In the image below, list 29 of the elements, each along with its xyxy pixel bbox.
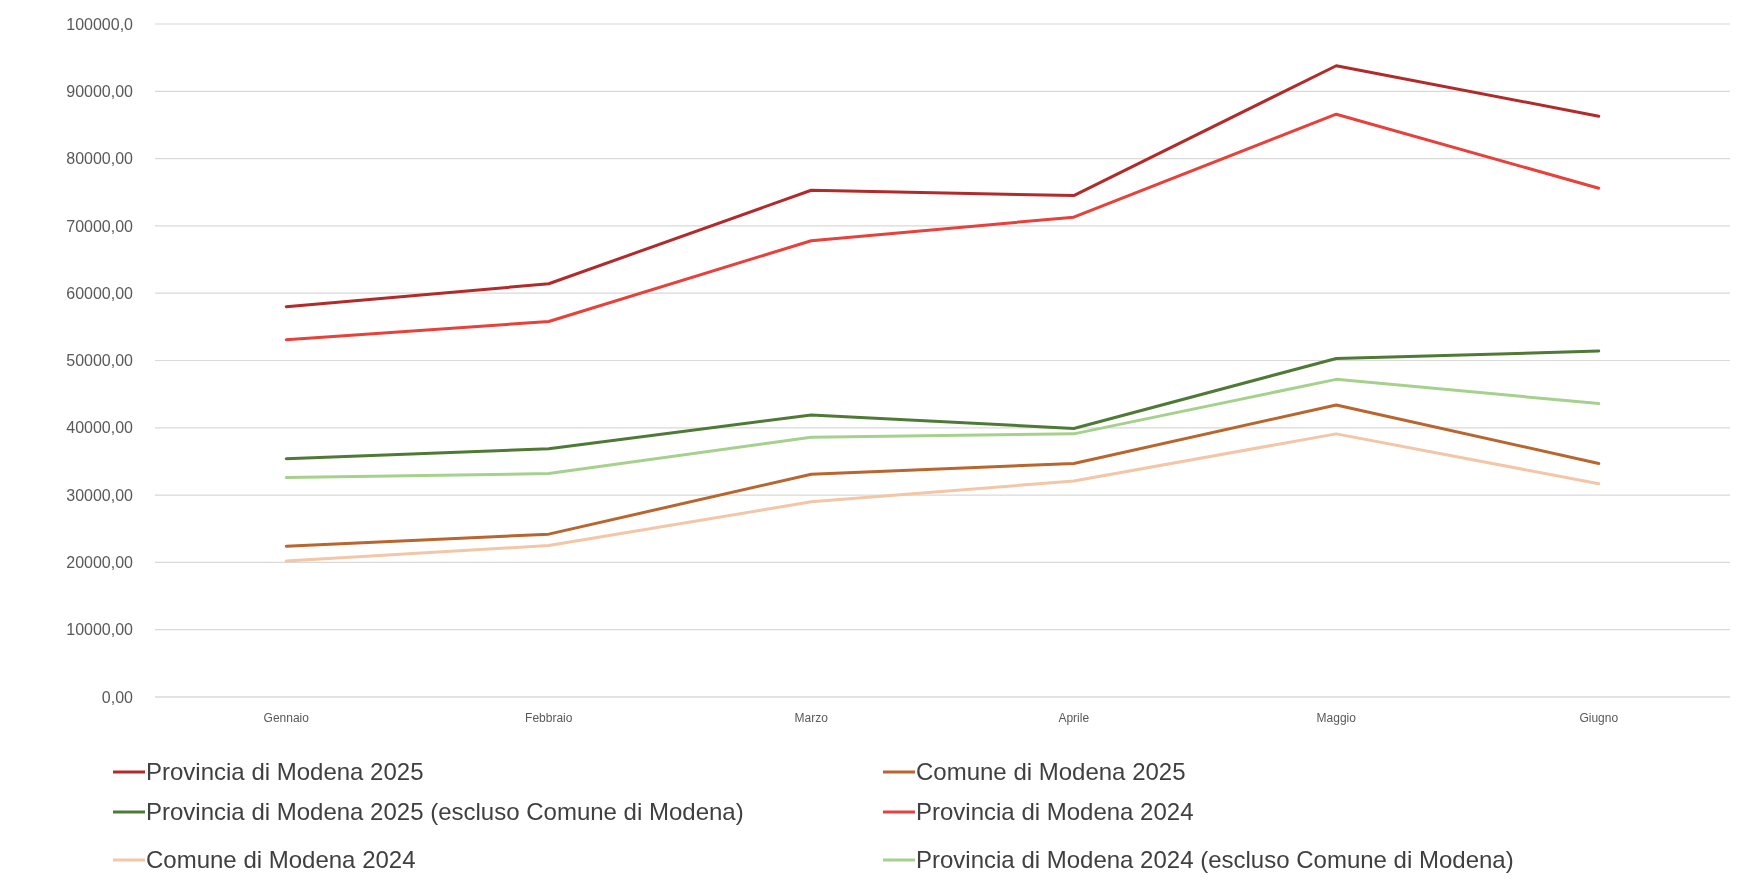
x-tick-label: Aprile bbox=[1058, 711, 1090, 725]
x-tick-label: Gennaio bbox=[263, 711, 310, 725]
legend-label: Provincia di Modena 2025 bbox=[146, 758, 424, 786]
y-tick-label: 50000,00 bbox=[66, 352, 134, 370]
y-tick-label: 0,00 bbox=[101, 688, 134, 706]
y-tick-label: 70000,00 bbox=[66, 217, 134, 235]
line-series bbox=[284, 112, 1601, 342]
x-tick-label: Marzo bbox=[794, 711, 829, 725]
y-tick-label: 60000,00 bbox=[66, 284, 134, 302]
legend-label: Provincia di Modena 2024 (escluso Comune di Modena) bbox=[916, 846, 1514, 874]
line-series bbox=[284, 349, 1601, 461]
line-series bbox=[284, 403, 1601, 548]
legend-label: Comune di Modena 2024 bbox=[146, 846, 416, 874]
x-tick-label: Giugno bbox=[1579, 711, 1619, 725]
x-tick-label: Maggio bbox=[1316, 711, 1357, 725]
legend-label: Comune di Modena 2025 bbox=[916, 758, 1186, 786]
y-tick-label: 40000,00 bbox=[66, 419, 134, 437]
legend-label: Provincia di Modena 2024 bbox=[916, 798, 1194, 826]
line-series bbox=[284, 377, 1601, 480]
legend-label: Provincia di Modena 2025 (escluso Comune di Modena) bbox=[146, 798, 744, 826]
line-series bbox=[284, 64, 1601, 309]
y-tick-label: 30000,00 bbox=[66, 486, 134, 504]
y-tick-label: 10000,00 bbox=[66, 621, 134, 639]
y-tick-label: 90000,00 bbox=[66, 82, 134, 100]
y-tick-label: 100000,0 bbox=[66, 15, 134, 33]
line-series bbox=[284, 432, 1601, 563]
y-tick-label: 20000,00 bbox=[66, 554, 134, 571]
x-tick-label: Febbraio bbox=[525, 711, 573, 725]
y-tick-label: 80000,00 bbox=[66, 150, 134, 168]
